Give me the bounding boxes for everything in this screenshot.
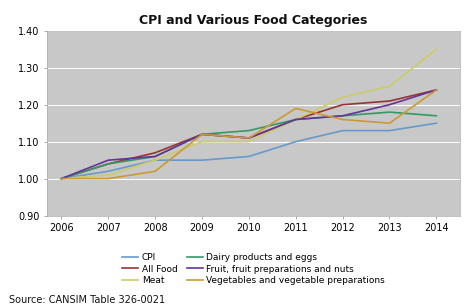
Dairy products and eggs xyxy=(199,132,205,136)
Vegetables and vegetable preparations xyxy=(246,136,252,140)
Vegetables and vegetable preparations xyxy=(293,107,299,110)
Meat xyxy=(340,95,346,99)
Meat xyxy=(106,173,111,177)
Meat xyxy=(293,118,299,121)
Vegetables and vegetable preparations xyxy=(59,177,64,180)
Fruit, fruit preparations and nuts xyxy=(293,118,299,121)
All Food xyxy=(59,177,64,180)
CPI xyxy=(293,140,299,144)
Fruit, fruit preparations and nuts xyxy=(434,88,439,92)
Vegetables and vegetable preparations xyxy=(340,118,346,121)
All Food xyxy=(387,99,392,103)
Dairy products and eggs xyxy=(59,177,64,180)
Meat xyxy=(152,158,158,162)
Line: Vegetables and vegetable preparations: Vegetables and vegetable preparations xyxy=(62,90,437,179)
Legend: CPI, All Food, Meat, Dairy products and eggs, Fruit, fruit preparations and nuts: CPI, All Food, Meat, Dairy products and … xyxy=(122,253,385,285)
All Food xyxy=(293,118,299,121)
All Food xyxy=(152,151,158,155)
Meat xyxy=(199,140,205,144)
Meat xyxy=(59,177,64,180)
Dairy products and eggs xyxy=(434,114,439,118)
Line: Meat: Meat xyxy=(62,49,437,179)
Fruit, fruit preparations and nuts xyxy=(152,155,158,158)
Line: All Food: All Food xyxy=(62,90,437,179)
Fruit, fruit preparations and nuts xyxy=(199,132,205,136)
Vegetables and vegetable preparations xyxy=(434,88,439,92)
CPI xyxy=(340,129,346,132)
All Food xyxy=(340,103,346,107)
All Food xyxy=(434,88,439,92)
Vegetables and vegetable preparations xyxy=(199,132,205,136)
Fruit, fruit preparations and nuts xyxy=(59,177,64,180)
CPI xyxy=(246,155,252,158)
Meat xyxy=(434,47,439,51)
Vegetables and vegetable preparations xyxy=(152,169,158,173)
Fruit, fruit preparations and nuts xyxy=(106,158,111,162)
All Food xyxy=(246,136,252,140)
CPI xyxy=(434,121,439,125)
Fruit, fruit preparations and nuts xyxy=(340,114,346,118)
Dairy products and eggs xyxy=(340,114,346,118)
All Food xyxy=(199,132,205,136)
Dairy products and eggs xyxy=(387,110,392,114)
Meat xyxy=(246,140,252,144)
Title: CPI and Various Food Categories: CPI and Various Food Categories xyxy=(139,14,368,27)
Text: Source: CANSIM Table 326-0021: Source: CANSIM Table 326-0021 xyxy=(9,295,165,305)
Fruit, fruit preparations and nuts xyxy=(246,136,252,140)
All Food xyxy=(106,162,111,166)
Vegetables and vegetable preparations xyxy=(387,121,392,125)
CPI xyxy=(387,129,392,132)
Vegetables and vegetable preparations xyxy=(106,177,111,180)
CPI xyxy=(106,169,111,173)
Meat xyxy=(387,84,392,88)
CPI xyxy=(59,177,64,180)
Fruit, fruit preparations and nuts xyxy=(387,103,392,107)
Dairy products and eggs xyxy=(246,129,252,132)
Line: Dairy products and eggs: Dairy products and eggs xyxy=(62,112,437,179)
Dairy products and eggs xyxy=(152,155,158,158)
CPI xyxy=(199,158,205,162)
Line: CPI: CPI xyxy=(62,123,437,179)
Dairy products and eggs xyxy=(106,162,111,166)
CPI xyxy=(152,158,158,162)
Line: Fruit, fruit preparations and nuts: Fruit, fruit preparations and nuts xyxy=(62,90,437,179)
Dairy products and eggs xyxy=(293,118,299,121)
